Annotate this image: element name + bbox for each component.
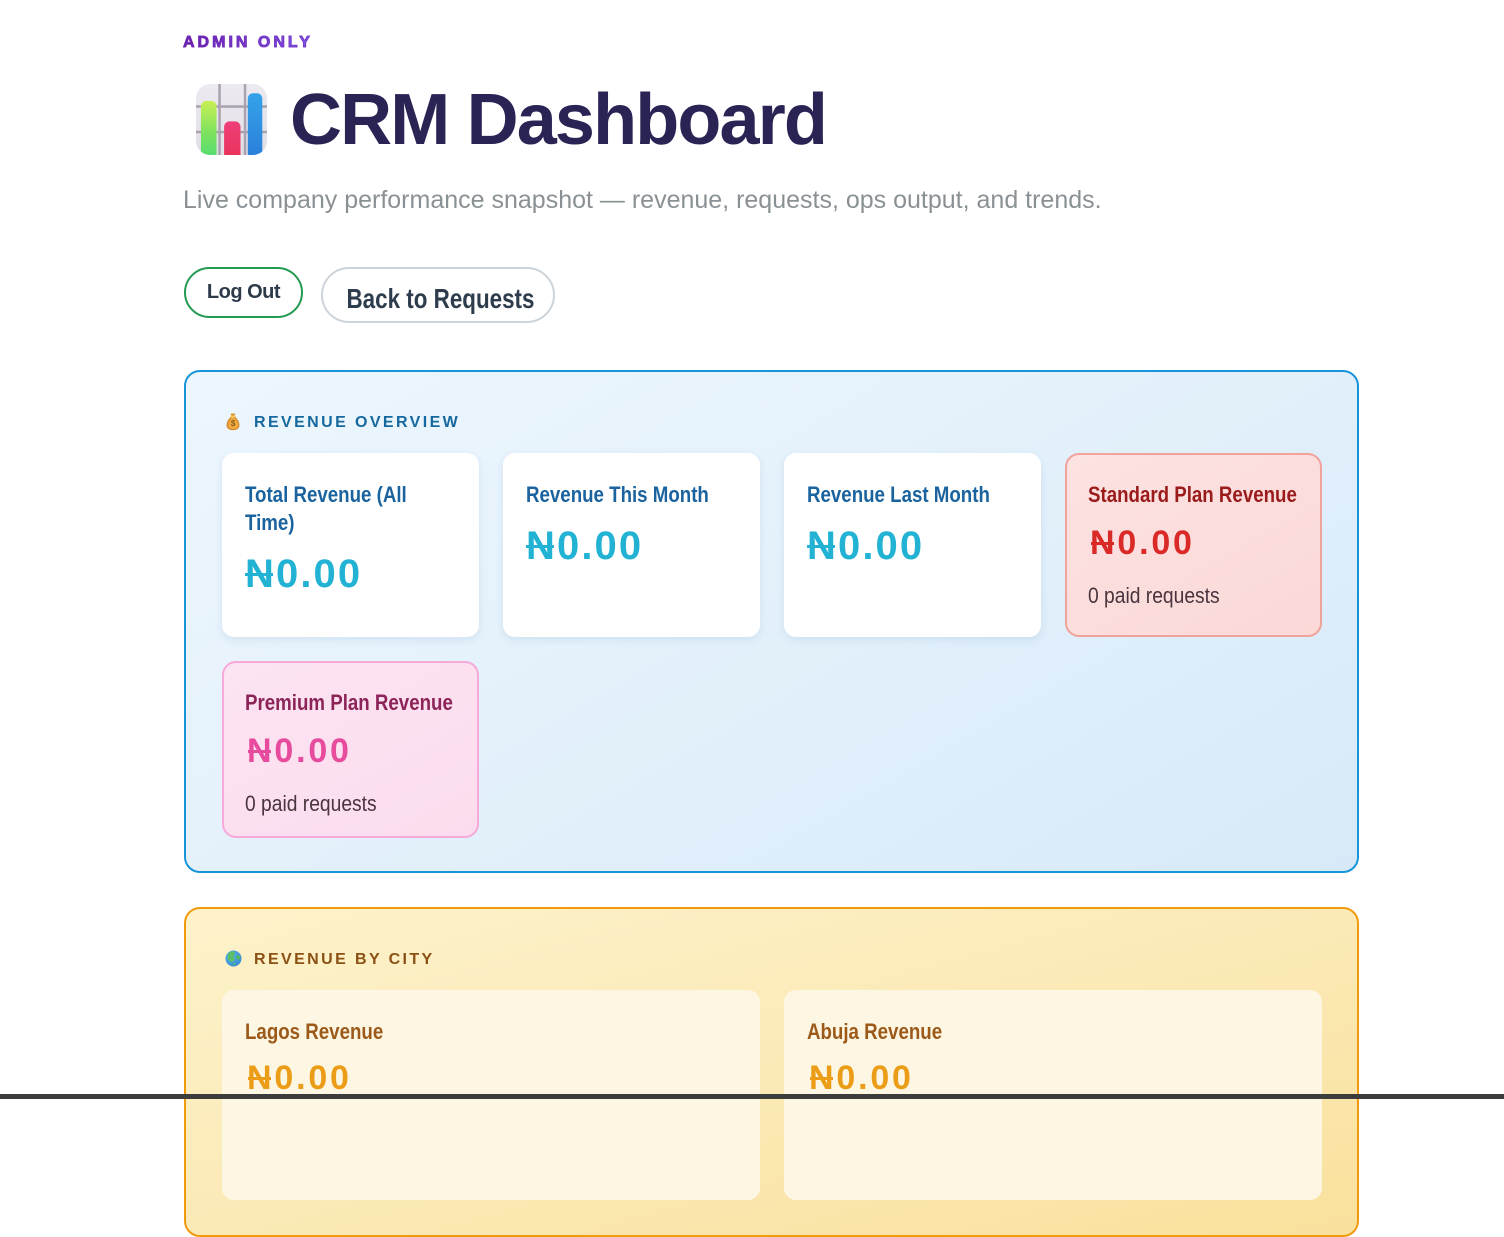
svg-text:$: $ (231, 419, 236, 428)
